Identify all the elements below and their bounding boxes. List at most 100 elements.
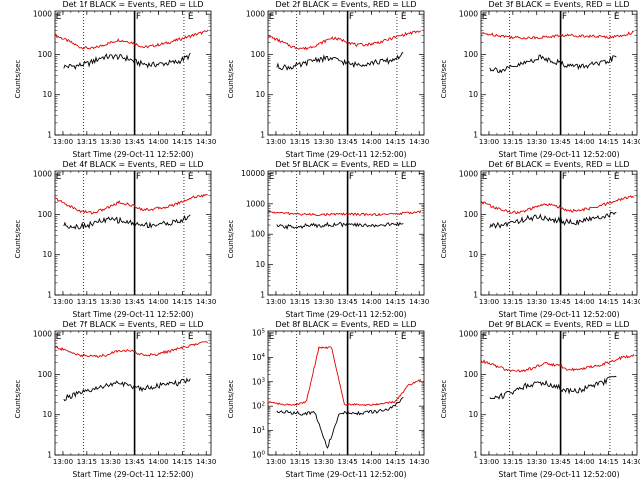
- plot-frame: [267, 170, 425, 296]
- x-tick-label: 13:30: [314, 458, 334, 466]
- detector-panel: Det 4f BLACK = Events, RED = LLD Start Ti…: [0, 160, 216, 320]
- y-tick-label: 101: [252, 426, 265, 435]
- detector-panel: Det 2f BLACK = Events, RED = LLD Start Ti…: [213, 0, 429, 160]
- detector-panel: Det 3f BLACK = Events, RED = LLD Start Ti…: [426, 0, 640, 160]
- plot-area: 100 101 102 103 104 105 13:00 13:15 13:30 13:45 14…: [252, 328, 429, 466]
- y-tick-label: 100: [252, 451, 266, 460]
- x-axis-label: Start Time (29-Oct-11 12:52:00): [498, 310, 620, 319]
- x-tick-label: 13:45: [124, 138, 144, 146]
- x-axis-label: Start Time (29-Oct-11 12:52:00): [72, 470, 194, 479]
- y-tick-label: 1: [47, 291, 52, 300]
- x-tick-label: 14:00: [361, 298, 381, 306]
- y-tick-label: 1: [473, 131, 478, 140]
- events-series-line: [489, 211, 617, 229]
- plot-area: 1 10 100 1000 10000 13:00 13:15 13:30 13:45 14:00…: [241, 169, 429, 306]
- marker-label: F: [562, 332, 567, 342]
- marker-label: F: [349, 172, 354, 182]
- marker-label: E: [188, 172, 194, 182]
- marker-label: E: [482, 12, 488, 22]
- x-tick-label: 14:30: [409, 138, 429, 146]
- lld-series-line: [480, 353, 635, 373]
- x-tick-label: 13:30: [527, 298, 547, 306]
- plot-frame: [267, 330, 425, 456]
- marker-label: E: [188, 332, 194, 342]
- x-tick-label: 14:00: [574, 458, 594, 466]
- marker-label: F: [136, 12, 141, 22]
- x-tick-label: 14:00: [148, 458, 168, 466]
- plot-frame: [480, 170, 638, 296]
- chart-title: Det 9f BLACK = Events, RED = LLD: [488, 320, 630, 329]
- x-tick-label: 14:15: [385, 138, 405, 146]
- y-tick-label: 105: [252, 328, 266, 337]
- x-tick-label: 13:30: [101, 458, 121, 466]
- x-tick-label: 13:45: [337, 298, 357, 306]
- y-tick-label: 100: [464, 50, 479, 59]
- y-tick-label: 1000: [459, 170, 478, 179]
- y-tick-label: 10: [42, 90, 52, 99]
- y-tick-label: 10000: [241, 169, 265, 178]
- x-tick-label: 13:00: [479, 298, 499, 306]
- x-tick-label: 13:30: [101, 298, 121, 306]
- y-tick-label: 1000: [33, 330, 52, 339]
- events-series-line: [489, 54, 617, 74]
- x-tick-label: 14:30: [622, 138, 640, 146]
- y-tick-label: 10: [255, 260, 265, 269]
- y-tick-label: 1000: [246, 199, 265, 208]
- plot-area: 1 10 100 1000 13:00 13:15 13:30 13:45 14:00 14:15…: [33, 10, 216, 146]
- y-tick-label: 1000: [33, 170, 52, 179]
- x-tick-label: 13:15: [290, 458, 310, 466]
- x-tick-label: 13:00: [266, 298, 286, 306]
- x-tick-label: 13:30: [527, 138, 547, 146]
- marker-label: E: [482, 172, 488, 182]
- x-tick-label: 14:15: [172, 138, 192, 146]
- chart-title: Det 8f BLACK = Events, RED = LLD: [275, 320, 417, 329]
- marker-label: E: [56, 332, 62, 342]
- y-tick-label: 1: [473, 451, 478, 460]
- x-tick-label: 14:30: [196, 458, 216, 466]
- x-tick-label: 13:15: [503, 298, 523, 306]
- x-tick-label: 13:30: [314, 138, 334, 146]
- detector-panel: Det 1f BLACK = Events, RED = LLD Start Ti…: [0, 0, 216, 160]
- plot-frame: [54, 170, 212, 296]
- x-tick-label: 14:00: [361, 138, 381, 146]
- lld-series-line: [54, 341, 209, 358]
- events-series-line: [63, 52, 191, 70]
- y-tick-label: 10: [468, 250, 478, 259]
- detector-panel: Det 6f BLACK = Events, RED = LLD Start Ti…: [426, 160, 640, 320]
- x-tick-label: 13:30: [314, 298, 334, 306]
- lld-series-line: [480, 195, 635, 215]
- x-tick-label: 14:30: [196, 298, 216, 306]
- x-tick-label: 14:00: [574, 138, 594, 146]
- plot-frame: [480, 10, 638, 136]
- marker-label: E: [401, 332, 407, 342]
- x-tick-label: 14:15: [598, 138, 618, 146]
- x-axis-label: Start Time (29-Oct-11 12:52:00): [285, 310, 407, 319]
- plot-frame: [480, 330, 638, 456]
- marker-label: E: [56, 172, 62, 182]
- chart-title: Det 2f BLACK = Events, RED = LLD: [275, 0, 417, 9]
- plot-frame: [54, 10, 212, 136]
- x-tick-label: 13:15: [290, 138, 310, 146]
- chart-title: Det 3f BLACK = Events, RED = LLD: [488, 0, 630, 9]
- y-tick-label: 10: [468, 410, 478, 419]
- marker-label: E: [269, 12, 275, 22]
- x-tick-label: 14:30: [622, 298, 640, 306]
- y-tick-label: 10: [42, 410, 52, 419]
- x-tick-label: 13:15: [77, 298, 97, 306]
- x-tick-label: 14:15: [172, 458, 192, 466]
- y-tick-label: 100: [38, 210, 53, 219]
- detector-panel: Det 7f BLACK = Events, RED = LLD Start Ti…: [0, 320, 216, 480]
- events-series-line: [489, 375, 617, 400]
- x-tick-label: 13:00: [479, 138, 499, 146]
- x-tick-label: 14:30: [196, 138, 216, 146]
- x-tick-label: 14:15: [385, 298, 405, 306]
- x-tick-label: 13:00: [479, 458, 499, 466]
- x-axis-label: Start Time (29-Oct-11 12:52:00): [498, 470, 620, 479]
- y-tick-label: 102: [252, 402, 265, 411]
- y-tick-label: 1: [473, 291, 478, 300]
- events-series-line: [276, 52, 404, 71]
- y-tick-label: 10: [42, 250, 52, 259]
- marker-label: E: [614, 332, 620, 342]
- x-tick-label: 13:45: [550, 138, 570, 146]
- plot-area: 1 10 100 1000 13:00 13:15 13:30 13:45 14:00 14:15…: [33, 170, 216, 306]
